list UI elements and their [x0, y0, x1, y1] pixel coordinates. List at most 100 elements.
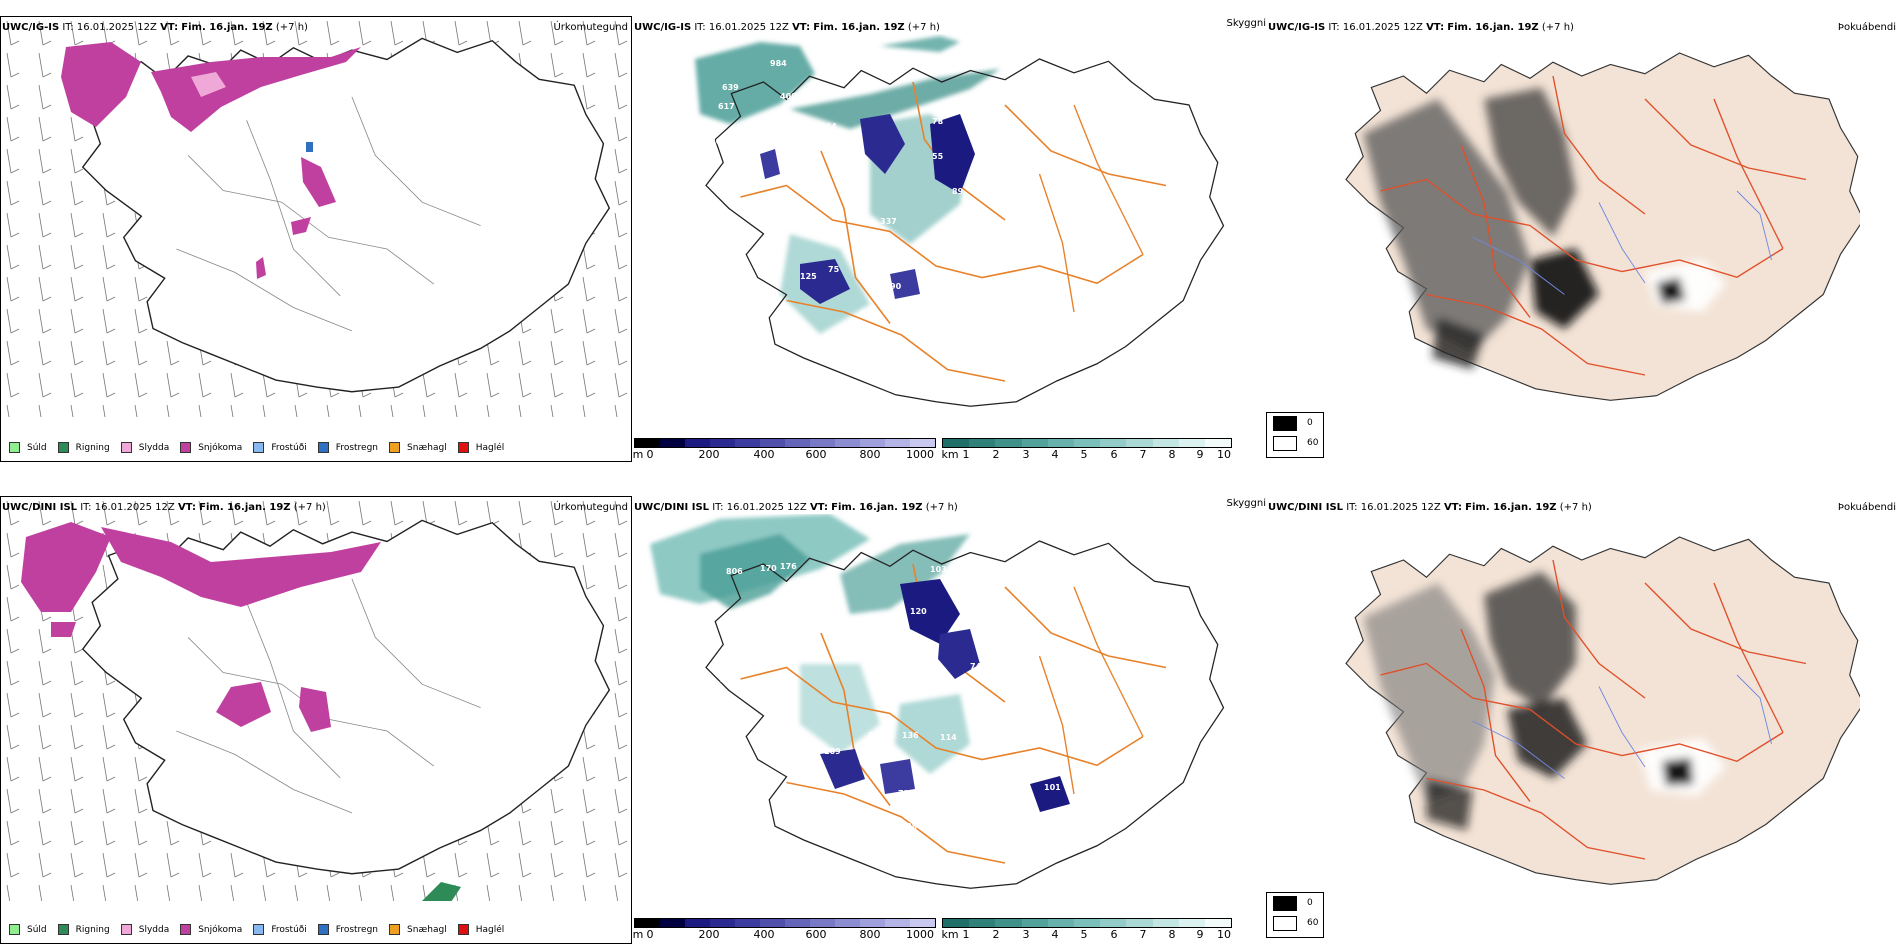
legend-label: Súld — [27, 442, 47, 453]
legend-item-haglel: Haglél — [457, 442, 505, 453]
it-label: IT: — [80, 502, 92, 513]
vis-label: 337 — [880, 217, 897, 226]
it-label: IT: — [62, 22, 74, 33]
vis-km-tick: 2 — [992, 928, 1000, 941]
vis-label: 89 — [952, 187, 964, 196]
cloud-legend-label: 0 — [1307, 898, 1313, 908]
vis-label: 869 — [710, 137, 727, 146]
it-label: IT: — [712, 502, 724, 513]
legend-label: Frostúði — [271, 924, 307, 935]
it-value: 16.01.2025 12Z — [94, 502, 175, 513]
vis-label: 120 — [910, 607, 927, 616]
cloud-swatch-dark — [1273, 415, 1297, 431]
vis-label: 142 — [898, 350, 915, 359]
vis-label: 74 — [970, 662, 982, 671]
vis-m-tick: 800 — [859, 448, 881, 461]
vis-label: 78 — [932, 117, 944, 126]
legend-swatch — [120, 924, 132, 935]
vt-label: VT: — [1443, 502, 1462, 513]
legend-swatch — [317, 442, 329, 453]
vis-label: 409 — [780, 92, 797, 101]
legend-swatch — [389, 924, 401, 935]
legend-item-snjokoma: Snjókoma — [180, 442, 242, 453]
vt-label: VT: — [1426, 22, 1445, 33]
vis-label: 233 — [822, 601, 839, 610]
legend-label: Snæhagl — [407, 442, 447, 453]
legend-swatch — [253, 924, 265, 935]
vis-km-tick: 1 — [962, 448, 970, 461]
legend-item-frostudi: Frostúði — [253, 442, 307, 453]
vt-value: Fim. 16.jan. 19Z — [1465, 502, 1557, 513]
precip-type-panel-bottom: Súld Rigning Slydda Snjókoma Frostúði Fr… — [0, 496, 632, 944]
model-name: UWC/IG-IS — [1268, 22, 1326, 33]
cloud-map-top — [1345, 52, 1860, 401]
it-value: 16.01.2025 12Z — [1342, 22, 1423, 33]
legend-item-snaehagl: Snæhagl — [389, 924, 447, 935]
vis-label: 151 — [792, 127, 809, 136]
snow-areas-top — [61, 42, 361, 279]
cloud-legend-label: 60 — [1307, 918, 1319, 928]
header-visibility-top: UWC/IG-IS IT: 16.01.2025 12Z VT: Fim. 16… — [634, 22, 940, 34]
legend-label: Haglél — [475, 442, 505, 453]
offset: (+7 h) — [907, 22, 940, 33]
model-name: UWC/DINI ISL — [634, 502, 710, 513]
vis-label: 62 — [860, 309, 871, 318]
vis-m-tick: 0 — [646, 928, 654, 941]
cloud-legend-top: 0 60 — [1266, 412, 1324, 458]
it-label: IT: — [694, 22, 706, 33]
cloud-legend-row: 0 — [1267, 893, 1323, 913]
vt-value: Fim. 16.jan. 19Z — [181, 22, 273, 33]
precip-legend-top: Súld Rigning Slydda Snjókoma Frostúði Fr… — [9, 442, 515, 453]
legend-swatch — [180, 442, 192, 453]
model-name: UWC/DINI ISL — [1268, 502, 1344, 513]
offset: (+7 h) — [1559, 502, 1592, 513]
vis-km-tick: 6 — [1110, 448, 1118, 461]
legend-label: Slydda — [138, 442, 170, 453]
cloud-legend-label: 60 — [1307, 438, 1319, 448]
title-visibility-bottom: Skyggni — [1226, 498, 1266, 509]
vis-label: 55 — [932, 152, 944, 161]
legend-label: Haglél — [475, 924, 505, 935]
vt-value: Fim. 16.jan. 19Z — [831, 502, 923, 513]
legend-item-snjokoma: Snjókoma — [180, 924, 242, 935]
vis-label: 83 — [868, 731, 879, 740]
vis-km-tick: 9 — [1196, 928, 1204, 941]
precip-type-map-bottom — [1, 497, 631, 901]
legend-item-rigning: Rigning — [57, 924, 110, 935]
vis-label: 806 — [726, 567, 743, 576]
legend-label: Snjókoma — [198, 924, 243, 935]
vis-m-ticks: m 0 200 400 600 800 1000 — [633, 448, 936, 461]
vis-km-tick: 7 — [1139, 448, 1147, 461]
vis-km-tick: 5 — [1080, 448, 1088, 461]
legend-label: Frostregn — [335, 442, 379, 453]
snow-areas-bottom — [21, 522, 461, 901]
vis-label: 136 — [902, 731, 919, 740]
vis-value-labels-bottom: 806 170 176 233 103 109 210 120 238 74 8… — [720, 562, 1061, 831]
vis-m-colorbar — [634, 918, 936, 928]
legend-swatch — [317, 924, 329, 935]
vis-km-ticks: km 1 2 3 4 5 6 7 8 9 10 — [941, 928, 1232, 941]
legend-item-frostregn: Frostregn — [317, 442, 379, 453]
vis-km-tick: 8 — [1168, 928, 1176, 941]
vis-m-tick: 600 — [805, 448, 827, 461]
precip-legend-bottom: Súld Rigning Slydda Snjókoma Frostúði Fr… — [9, 924, 515, 935]
legend-item-slydda: Slydda — [120, 442, 170, 453]
legend-swatch — [253, 442, 265, 453]
vis-km-tick: 9 — [1196, 448, 1204, 461]
vis-label: 88 — [906, 822, 918, 831]
vis-m-tick: 1000 — [906, 928, 934, 941]
vis-m-tick: 400 — [753, 448, 775, 461]
vis-km-tick: 6 — [1110, 928, 1118, 941]
vis-value-labels-top: 984 639 409 617 151 164 869 78 55 89 337… — [710, 59, 964, 359]
vt-label: VT: — [160, 22, 179, 33]
legend-label: Frostúði — [271, 442, 307, 453]
header-precip-bottom: UWC/DINI ISL IT: 16.01.2025 12Z VT: Fim.… — [2, 502, 326, 514]
vis-m-tick: 600 — [805, 928, 827, 941]
model-name: UWC/DINI ISL — [2, 502, 78, 513]
header-cloud-bottom: UWC/DINI ISL IT: 16.01.2025 12Z VT: Fim.… — [1268, 502, 1592, 514]
cloud-legend-row: 60 — [1267, 913, 1323, 933]
legend-item-rigning: Rigning — [57, 442, 110, 453]
offset: (+7 h) — [275, 22, 308, 33]
vis-label: 88 — [860, 259, 872, 268]
vis-m-unit: m — [632, 928, 644, 941]
